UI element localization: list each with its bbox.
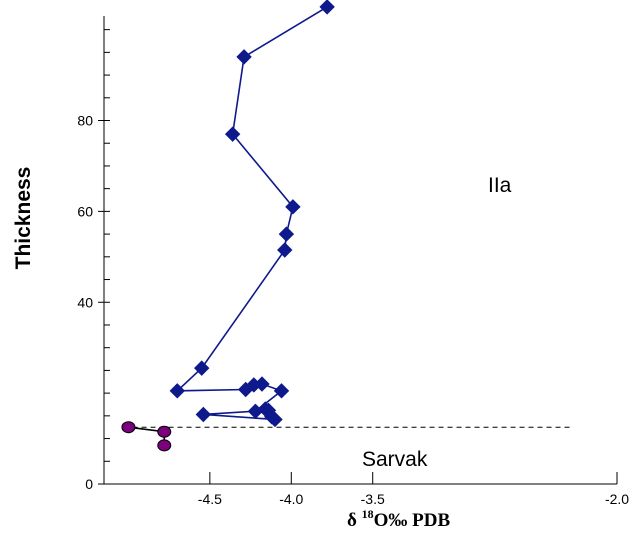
axes: 0 40 60 80 -4.5 -4.0 -3.5 -2.0 (77, 16, 629, 507)
diamond-marker (195, 406, 212, 423)
y-tick-label: 40 (77, 294, 93, 310)
circle-marker (157, 425, 172, 438)
x-axis-label: δ 18O‰ PDB (347, 507, 450, 531)
x-axis-label-superscript: 18 (362, 507, 374, 521)
diamond-marker (236, 49, 252, 65)
circle-marker (121, 421, 136, 434)
diamond-marker (254, 376, 270, 392)
diamond-marker (267, 411, 283, 428)
series-line (175, 6, 328, 421)
diamond-marker (319, 0, 335, 15)
y-tick-label: 80 (77, 113, 93, 129)
diamond-marker (277, 242, 293, 258)
diamond-marker (260, 402, 277, 419)
y-tick-label: 0 (85, 476, 93, 492)
diamond-marker (285, 199, 301, 215)
data-series (121, 0, 335, 452)
x-tick-label: -4.5 (198, 491, 222, 507)
annotations: IIa Sarvak (362, 174, 512, 471)
y-tick-label: 60 (77, 203, 93, 219)
x-axis-label-delta: δ (347, 510, 362, 531)
diamond-marker (278, 226, 295, 242)
x-tick-label: -4.0 (279, 491, 303, 507)
series-1 (121, 421, 172, 452)
x-tick-label: -2.0 (605, 491, 629, 507)
diamond-marker (224, 126, 241, 142)
diamond-marker (194, 360, 210, 376)
annotation-iia: IIa (488, 174, 512, 197)
diamond-marker (169, 383, 185, 399)
y-axis-label: Thickness (12, 167, 35, 270)
axis-labels: Thickness δ 18O‰ PDB (12, 167, 450, 531)
diamond-marker (273, 383, 290, 399)
x-axis-label-rest: O‰ PDB (374, 510, 451, 531)
series-0 (169, 0, 335, 428)
circle-marker (157, 439, 172, 452)
x-tick-label: -3.5 (361, 491, 385, 507)
annotation-sarvak: Sarvak (362, 448, 428, 471)
